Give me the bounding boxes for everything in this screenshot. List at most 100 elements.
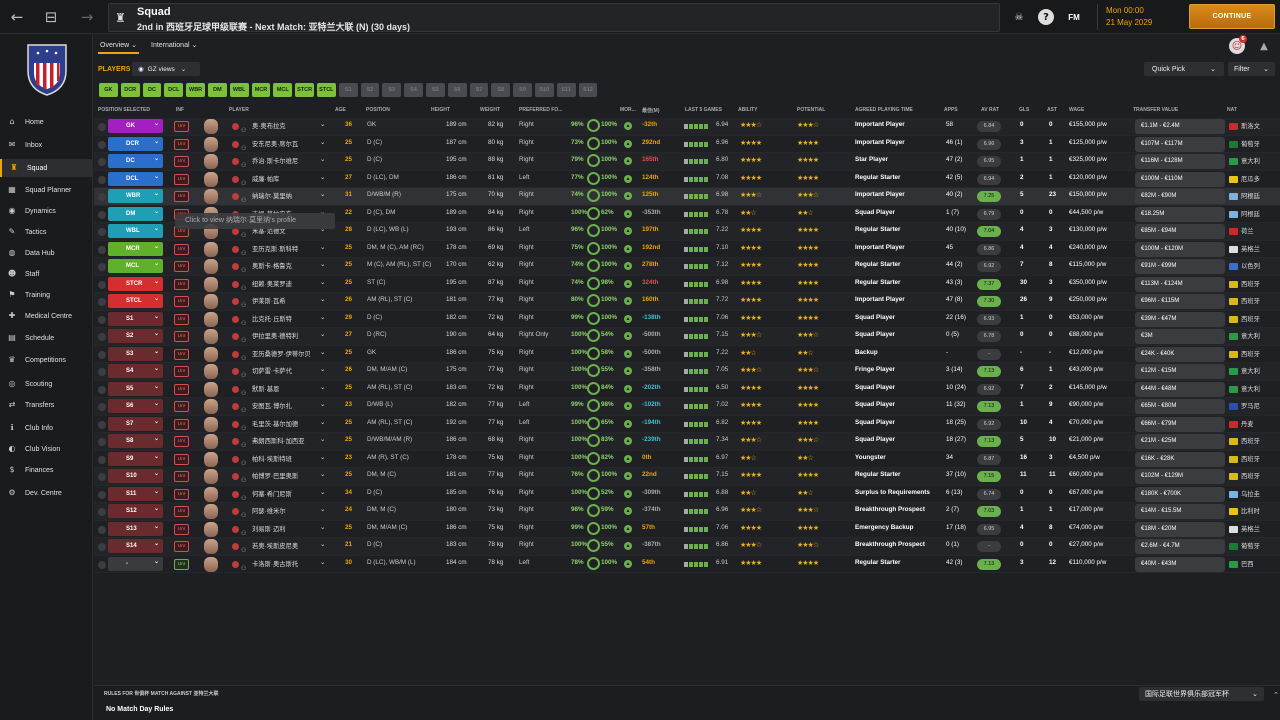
chevron-down-icon[interactable]: ⌄ [320, 418, 326, 426]
position-chip-s12[interactable]: S12 [578, 83, 598, 97]
position-selector[interactable]: GK ⌄ [108, 119, 163, 133]
table-row[interactable]: S14 ⌄ Unr ⚇ 若奥·埃斯皮尼奥 ⌄ 21 D (C) 183 cm 78 kg Right… [94, 538, 1280, 556]
column-header[interactable]: WEIGHT [480, 107, 500, 113]
player-name[interactable]: ⚇ 伊拉里奥·德特利 [230, 328, 338, 345]
sidebar-item-club-vision[interactable]: ◐ Club Vision [0, 440, 93, 458]
column-header[interactable]: POSITION [366, 107, 390, 113]
player-name[interactable]: ⚇ 安图瓦·博尔扎 [230, 398, 338, 415]
player-name[interactable]: ⚇ 纳瑞尔·莫里纳 [230, 188, 338, 205]
column-header[interactable]: AV RAT [981, 107, 999, 113]
chevron-down-icon[interactable]: ⌄ [320, 121, 326, 128]
position-selector[interactable]: WBL ⌄ [108, 224, 163, 238]
row-checkbox[interactable] [98, 315, 106, 324]
row-checkbox[interactable] [98, 228, 106, 236]
player-name[interactable]: ⚇ 毛里茨·基尔加德 [230, 416, 338, 433]
table-row[interactable]: WBL ⌄ Unr ⚇ 米基·范德文 ⌄ 28 D (LC), WB (L) 193 cm 86 … [94, 223, 1280, 241]
column-header[interactable]: PREFERRED FO... [519, 107, 563, 113]
player-name[interactable]: ⚇ 伊莱斯·瓦希 [230, 293, 338, 310]
position-chip-s11[interactable]: S11 [556, 83, 576, 97]
row-checkbox[interactable] [98, 508, 106, 516]
player-name[interactable]: ⚇ 奥·奥布拉克 [230, 118, 338, 135]
position-selector[interactable]: S1 ⌄ [108, 311, 163, 326]
row-checkbox[interactable] [98, 350, 106, 359]
position-selector[interactable]: S9 ⌄ [108, 451, 163, 466]
table-row[interactable]: DCL ⌄ Unr ⚇ 威廉·帕库 ⌄ 27 D (LC), DM 186 cm 81 kg Lef… [94, 170, 1280, 188]
row-checkbox[interactable] [98, 193, 106, 201]
filter-dropdown[interactable]: Filter ⌄ [1228, 62, 1275, 76]
column-header[interactable]: AGE [335, 107, 346, 113]
row-checkbox[interactable] [98, 245, 106, 254]
position-selector[interactable]: S14 ⌄ [108, 539, 163, 553]
row-checkbox[interactable] [98, 210, 106, 219]
position-selector[interactable]: DCL ⌄ [108, 171, 163, 186]
table-row[interactable]: STCL ⌄ Unr ⚇ 伊莱斯·瓦希 ⌄ 26 AM (RL), ST (C) 181 cm 7… [94, 293, 1280, 311]
column-header[interactable]: GLS [1019, 107, 1030, 113]
quick-pick-dropdown[interactable]: Quick Pick ⌄ [1144, 62, 1224, 76]
table-row[interactable]: S11 ⌄ Unr ⚇ 何塞·希门尼斯 ⌄ 34 D (C) 185 cm 76 kg Right 1… [94, 485, 1280, 503]
row-checkbox[interactable] [98, 560, 106, 569]
row-checkbox[interactable] [98, 280, 106, 289]
player-name[interactable]: ⚇ 奥斯卡·格鲁克 [230, 258, 338, 275]
player-name[interactable]: ⚇ 亚历克斯·斯科特 [230, 241, 338, 258]
chevron-down-icon[interactable]: ⌄ [320, 471, 326, 478]
chevron-down-icon[interactable]: ⌄ [320, 156, 326, 163]
chevron-down-icon[interactable]: ⌄ [320, 331, 326, 338]
tab-international[interactable]: International ⌄ [149, 40, 199, 54]
chevron-down-icon[interactable]: ⌄ [320, 313, 326, 321]
chevron-down-icon[interactable]: ⌄ [320, 173, 326, 181]
manager-avatar[interactable]: ☺ 6 [1229, 35, 1247, 54]
table-row[interactable]: S13 ⌄ Unr ⚇ 刘易斯·迈利 ⌄ 25 DM, M/AM (C) 186 cm 75 kg… [94, 520, 1280, 538]
row-checkbox[interactable] [98, 420, 106, 429]
player-name[interactable]: ⚇ 乔治·斯卡尔维尼 [230, 153, 338, 170]
column-header[interactable]: INF [176, 107, 185, 113]
chevron-down-icon[interactable]: ⌄ [320, 436, 326, 443]
player-name[interactable]: ⚇ 米基·范德文 [230, 223, 338, 240]
sidebar-item-competitions[interactable]: ♛ Competitions [0, 351, 93, 369]
position-chip-dcr[interactable]: DCR [120, 83, 140, 97]
chevron-down-icon[interactable]: ⌄ [320, 191, 326, 198]
sidebar-item-home[interactable]: ⌂ Home [0, 113, 93, 131]
table-row[interactable]: S5 ⌄ Unr ⚇ 默斯·基恩 ⌄ 25 AM (RL), ST (C) 183 cm 72 k… [94, 380, 1280, 398]
views-dropdown[interactable]: ◉ GZ views ⌄ [132, 62, 200, 76]
chevron-down-icon[interactable]: ⌄ [320, 383, 326, 391]
column-header[interactable]: TRANSFER VALUE [1133, 107, 1179, 113]
table-row[interactable]: S1 ⌄ Unr ⚇ 比克托·丘斯特 ⌄ 29 D (C) 182 cm 72 kg Right 99… [94, 310, 1280, 328]
position-chip-wbl[interactable]: WBL [229, 83, 249, 97]
row-checkbox[interactable] [98, 158, 106, 166]
chevron-down-icon[interactable]: ⌄ [320, 243, 326, 251]
position-chip-s6[interactable]: S6 [447, 83, 467, 97]
row-checkbox[interactable] [98, 385, 106, 394]
position-selector[interactable]: S7 ⌄ [108, 416, 163, 431]
chevron-down-icon[interactable]: ⌄ [320, 366, 326, 373]
column-header[interactable]: LAST 5 GAMES [685, 107, 722, 113]
back-arrow-icon[interactable]: ← [10, 8, 24, 26]
column-header[interactable]: HEIGHT [431, 107, 450, 113]
chevron-down-icon[interactable]: ⌄ [320, 138, 326, 146]
position-chip-wbr[interactable]: WBR [186, 83, 205, 97]
row-checkbox[interactable] [98, 525, 106, 534]
row-checkbox[interactable] [98, 140, 106, 149]
table-row[interactable]: MCR ⌄ Unr ⚇ 亚历克斯·斯科特 ⌄ 25 DM, M (C), AM (RC) 178… [94, 240, 1280, 258]
position-selector[interactable]: S12 ⌄ [108, 504, 163, 518]
position-selector[interactable]: S2 ⌄ [108, 329, 163, 343]
row-checkbox[interactable] [98, 543, 106, 551]
fm-logo[interactable]: FM [1068, 12, 1080, 22]
position-selector[interactable]: WBR ⌄ [108, 189, 163, 203]
row-checkbox[interactable] [98, 490, 106, 499]
table-row[interactable]: GK ⌄ Unr ⚇ 奥·奥布拉克 ⌄ 36 GK 189 cm 82 kg Right 96% 100… [94, 118, 1280, 136]
position-chip-gk[interactable]: GK [99, 83, 118, 97]
sidebar-item-schedule[interactable]: ▤ Schedule [0, 329, 93, 347]
sidebar-item-squad-planner[interactable]: ▦ Squad Planner [0, 181, 93, 199]
table-row[interactable]: DCR ⌄ Unr ⚇ 安东尼奥·席尔瓦 ⌄ 25 D (C) 187 cm 80 kg Right… [94, 135, 1280, 153]
chevron-down-icon[interactable]: ⌄ [320, 348, 326, 356]
date-box[interactable]: Mon 00:00 21 May 2029 [1097, 4, 1181, 30]
help-icon[interactable]: ? [1038, 9, 1054, 25]
sidebar-item-data-hub[interactable]: ◍ Data Hub [0, 244, 93, 262]
player-name[interactable]: ⚇ 亚历桑德罗·伊蒂尔贝 [230, 346, 338, 363]
position-selector[interactable]: S11 ⌄ [108, 486, 163, 501]
table-row[interactable]: S3 ⌄ Unr ⚇ 亚历桑德罗·伊蒂尔贝 ⌄ 25 GK 186 cm 75 kg Right 10… [94, 345, 1280, 363]
table-row[interactable]: S8 ⌄ Unr ⚇ 弗朗西斯科·加西亚 ⌄ 25 D/WB/M/AM (R) 186 cm 68… [94, 433, 1280, 451]
column-header[interactable]: AGREED PLAYING TIME [855, 107, 913, 113]
sidebar-item-club-info[interactable]: ℹ Club Info [0, 419, 93, 437]
collapse-icon[interactable]: ⌃ [1273, 691, 1279, 699]
